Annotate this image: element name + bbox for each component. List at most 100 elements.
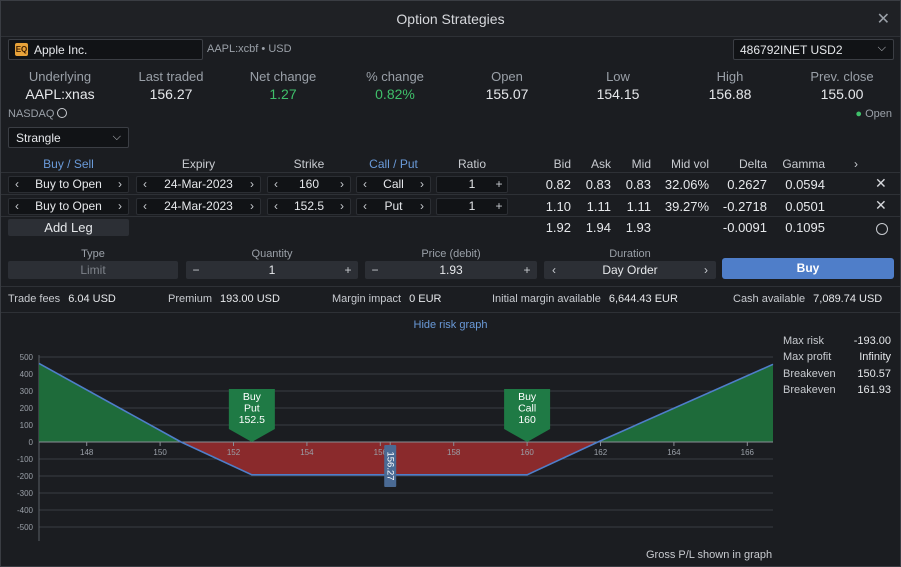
stat-value-open: 155.07 (485, 86, 529, 102)
exchange-status: NASDAQ (8, 108, 68, 120)
total-bid: 1.92 (545, 220, 571, 235)
y-tick-label: 200 (20, 404, 34, 413)
leg-1-gamma: 0.0594 (785, 177, 825, 192)
remove-leg-1-icon[interactable]: ✕ (875, 175, 887, 191)
leg-2-ratio[interactable]: 1 + (436, 198, 508, 215)
divider (1, 286, 900, 287)
current-price-label: 156.27 (385, 451, 396, 480)
plus-icon[interactable]: + (495, 199, 503, 213)
leg-2-expiry[interactable]: ‹ 24-Mar-2023 › (136, 198, 261, 215)
leg-2-type[interactable]: ‹ Put › (356, 198, 431, 215)
leg-1-ratio-value: 1 (468, 177, 476, 191)
current-price-marker (384, 445, 397, 487)
chevron-left-icon[interactable]: ‹ (15, 199, 19, 213)
x-tick-label: 148 (80, 448, 94, 457)
col-ratio: Ratio (457, 157, 486, 171)
plus-icon[interactable]: + (495, 177, 503, 191)
total-mid: 1.93 (625, 220, 651, 235)
chevron-left-icon[interactable]: ‹ (552, 263, 556, 277)
leg-1-ratio[interactable]: 1 + (436, 176, 508, 193)
close-icon[interactable]: ✕ (876, 11, 890, 28)
chevron-left-icon[interactable]: ‹ (143, 199, 147, 213)
divider (1, 312, 900, 313)
leg-2-strike[interactable]: ‹ 152.5 › (267, 198, 351, 215)
chevron-left-icon[interactable]: ‹ (15, 177, 19, 191)
leg-2-expiry-value: 24-Mar-2023 (164, 199, 233, 213)
chevron-right-icon[interactable]: › (250, 177, 254, 191)
strategy-select[interactable]: Strangle ⌵ (8, 127, 129, 148)
chevron-right-icon[interactable]: › (118, 177, 122, 191)
plus-icon[interactable]: + (523, 263, 531, 277)
chevron-right-icon[interactable]: › (854, 157, 858, 171)
chevron-right-icon[interactable]: › (340, 177, 344, 191)
chevron-right-icon[interactable]: › (420, 177, 424, 191)
stat-label-net-change: Net change (249, 69, 317, 84)
price-stepper[interactable]: − 1.93 + (365, 261, 537, 279)
stat-value-high: 156.88 (708, 86, 752, 102)
account-value: 486792INET USD2 (740, 43, 843, 57)
cash-available-value: 7,089.74 USD (813, 293, 883, 305)
col-mid-vol: Mid vol (670, 157, 709, 171)
cash-available: Cash available 7,089.74 USD (733, 293, 882, 305)
remove-leg-2-icon[interactable]: ✕ (875, 197, 887, 213)
price-label: Price (debit) (421, 248, 481, 260)
hide-risk-graph-link[interactable]: Hide risk graph (413, 319, 488, 331)
minus-icon[interactable]: − (192, 263, 200, 277)
leg-2-gamma: 0.0501 (785, 199, 825, 214)
leg-1-ask: 0.83 (585, 177, 611, 192)
window-title: Option Strategies (396, 11, 505, 27)
clock-icon (57, 108, 68, 118)
chevron-right-icon[interactable]: › (704, 263, 708, 277)
order-type-field[interactable]: Limit (8, 261, 178, 279)
col-call-put[interactable]: Call / Put (369, 157, 418, 171)
chevron-right-icon[interactable]: › (420, 199, 424, 213)
minus-icon[interactable]: − (371, 263, 379, 277)
order-type-label: Type (81, 248, 105, 260)
instrument-name: Apple Inc. (34, 43, 88, 57)
leg-2-action[interactable]: ‹ Buy to Open › (8, 198, 129, 215)
chevron-left-icon[interactable]: ‹ (143, 177, 147, 191)
chevron-right-icon[interactable]: › (118, 199, 122, 213)
strategy-value: Strangle (16, 131, 61, 145)
chevron-left-icon[interactable]: ‹ (363, 199, 367, 213)
leg-1-type[interactable]: ‹ Call › (356, 176, 431, 193)
buy-button[interactable]: Buy (722, 258, 894, 279)
x-tick-label: 162 (594, 448, 608, 457)
chevron-left-icon[interactable]: ‹ (274, 199, 278, 213)
leg-1-mid: 0.83 (625, 177, 651, 192)
y-tick-label: -100 (17, 455, 34, 464)
strike-marker (228, 389, 275, 442)
y-tick-label: -500 (17, 523, 34, 532)
chevron-right-icon[interactable]: › (250, 199, 254, 213)
account-selector[interactable]: 486792INET USD2 ⌵ (733, 39, 894, 60)
clock-icon[interactable] (876, 223, 888, 235)
chevron-left-icon[interactable]: ‹ (274, 177, 278, 191)
chevron-right-icon[interactable]: › (340, 199, 344, 213)
chevron-left-icon[interactable]: ‹ (363, 177, 367, 191)
x-tick-label: 166 (741, 448, 755, 457)
leg-1-action[interactable]: ‹ Buy to Open › (8, 176, 129, 193)
strike-marker-label: Buy (518, 391, 537, 403)
add-leg-button[interactable]: Add Leg (8, 219, 129, 236)
instrument-logo-icon: EQ (15, 43, 28, 56)
col-expiry: Expiry (181, 157, 216, 171)
duration-selector[interactable]: ‹ Day Order › (544, 261, 716, 279)
leg-2-mid-vol: 39.27% (664, 199, 709, 214)
x-tick-label: 160 (520, 448, 534, 457)
instrument-selector[interactable]: EQ Apple Inc. (8, 39, 203, 60)
col-delta: Delta (738, 157, 767, 171)
stat-label-low: Low (606, 69, 630, 84)
leg-1-expiry[interactable]: ‹ 24-Mar-2023 › (136, 176, 261, 193)
margin-impact: Margin impact 0 EUR (332, 293, 441, 305)
status-dot-icon: ● (855, 108, 863, 120)
plus-icon[interactable]: + (344, 263, 352, 277)
duration-value: Day Order (602, 263, 658, 277)
leg-1-mid-vol: 32.06% (664, 177, 709, 192)
x-tick-label: 164 (667, 448, 681, 457)
stat-label-open: Open (491, 69, 523, 84)
y-tick-label: -400 (17, 506, 34, 515)
quantity-stepper[interactable]: − 1 + (186, 261, 358, 279)
initial-margin-label: Initial margin available (492, 293, 601, 305)
col-buy-sell[interactable]: Buy / Sell (43, 157, 94, 171)
leg-1-strike[interactable]: ‹ 160 › (267, 176, 351, 193)
